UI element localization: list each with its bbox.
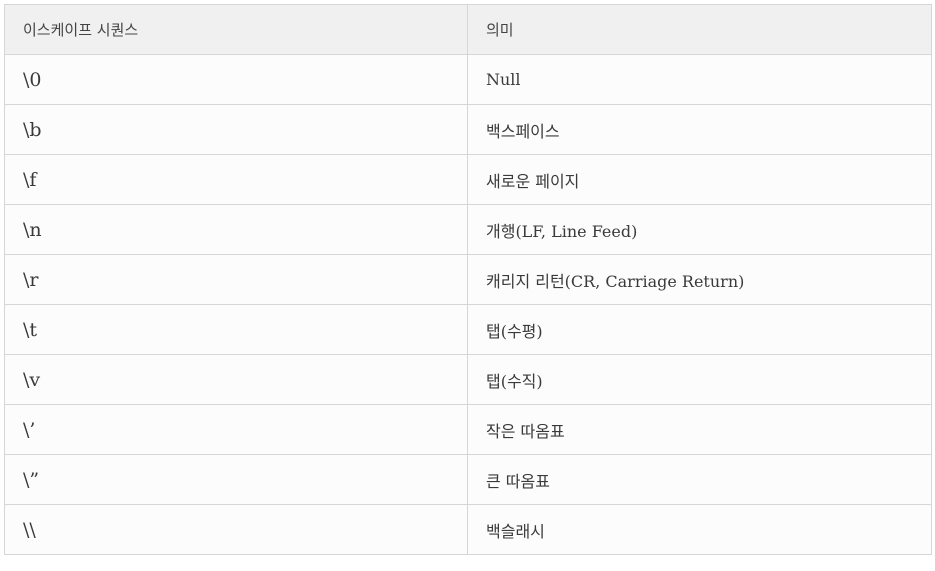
escape-sequence-table-container: 이스케이프 시퀀스 의미 \0 Null \b 백스페이스 \f 새로운 페이지… — [4, 4, 932, 555]
table-row: \t 탭(수평) — [4, 304, 932, 355]
header-escape-sequence: 이스케이프 시퀀스 — [4, 4, 468, 55]
table-row: \n 개행(LF, Line Feed) — [4, 204, 932, 255]
table-row: \0 Null — [4, 54, 932, 105]
table-row: \f 새로운 페이지 — [4, 154, 932, 205]
meaning-cell: 탭(수직) — [467, 354, 932, 405]
table-row: \b 백스페이스 — [4, 104, 932, 155]
meaning-cell: Null — [467, 54, 932, 105]
escape-sequence-cell: \t — [4, 304, 468, 355]
escape-sequence-cell: \” — [4, 454, 468, 505]
meaning-cell: 탭(수평) — [467, 304, 932, 355]
table-row: \r 캐리지 리턴(CR, Carriage Return) — [4, 254, 932, 305]
header-row: 이스케이프 시퀀스 의미 — [4, 4, 932, 55]
escape-sequence-table: 이스케이프 시퀀스 의미 \0 Null \b 백스페이스 \f 새로운 페이지… — [4, 4, 932, 555]
meaning-cell: 개행(LF, Line Feed) — [467, 204, 932, 255]
escape-sequence-cell: \0 — [4, 54, 468, 105]
escape-sequence-cell: \n — [4, 204, 468, 255]
table-row: \v 탭(수직) — [4, 354, 932, 405]
table-body: \0 Null \b 백스페이스 \f 새로운 페이지 \n 개행(LF, Li… — [4, 54, 932, 555]
meaning-cell: 캐리지 리턴(CR, Carriage Return) — [467, 254, 932, 305]
escape-sequence-cell: \b — [4, 104, 468, 155]
meaning-cell: 백슬래시 — [467, 504, 932, 555]
escape-sequence-cell: \\ — [4, 504, 468, 555]
escape-sequence-cell: \v — [4, 354, 468, 405]
table-row: \” 큰 따옴표 — [4, 454, 932, 505]
table-header: 이스케이프 시퀀스 의미 — [4, 4, 932, 55]
escape-sequence-cell: \r — [4, 254, 468, 305]
table-row: \\ 백슬래시 — [4, 504, 932, 555]
meaning-cell: 작은 따옴표 — [467, 404, 932, 455]
escape-sequence-cell: \f — [4, 154, 468, 205]
table-row: \’ 작은 따옴표 — [4, 404, 932, 455]
header-meaning: 의미 — [467, 4, 932, 55]
meaning-cell: 새로운 페이지 — [467, 154, 932, 205]
meaning-cell: 백스페이스 — [467, 104, 932, 155]
escape-sequence-cell: \’ — [4, 404, 468, 455]
meaning-cell: 큰 따옴표 — [467, 454, 932, 505]
